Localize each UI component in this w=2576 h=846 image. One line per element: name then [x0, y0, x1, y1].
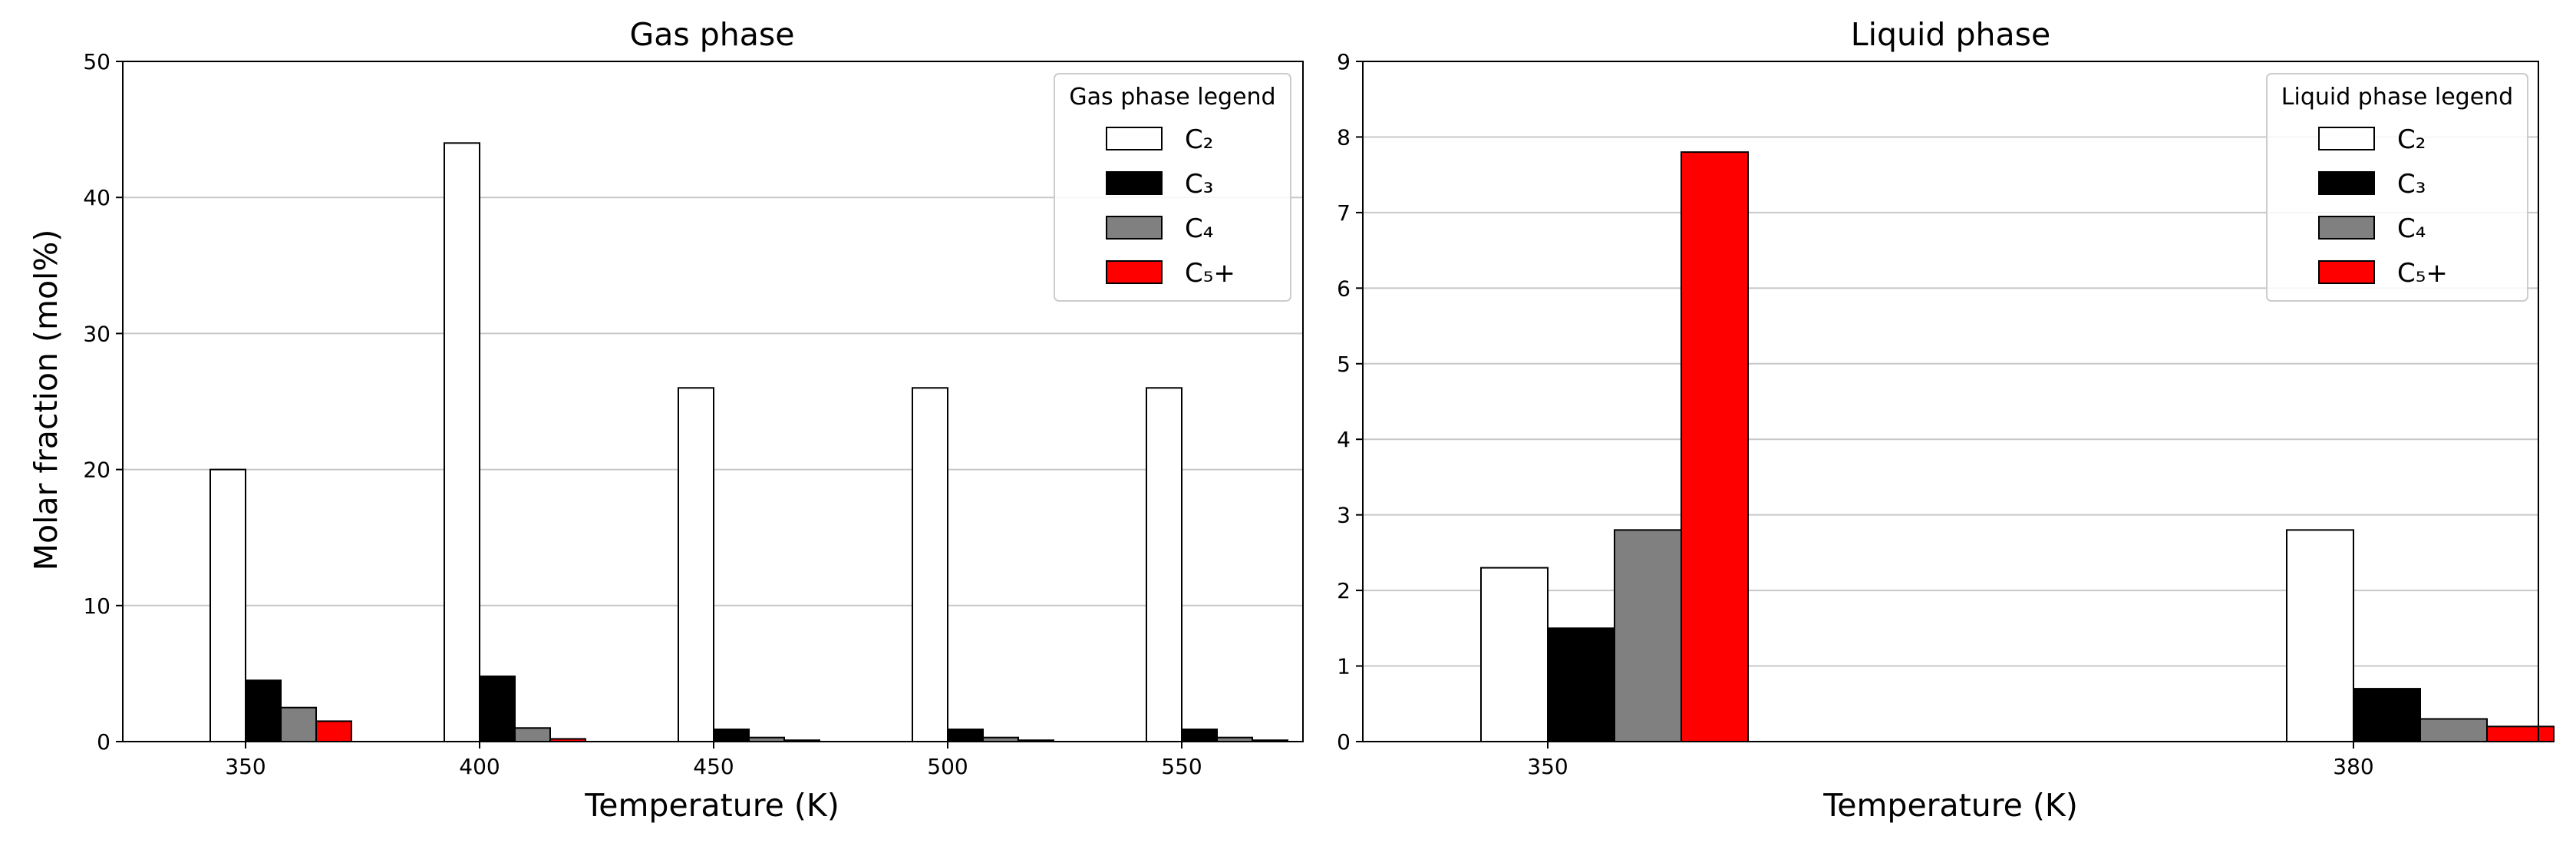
gas-phase-bar — [209, 468, 246, 742]
gas-phase-legend-swatch — [1106, 216, 1163, 240]
gas-phase-bar — [1146, 387, 1182, 742]
liquid-phase-ytick-label: 6 — [1337, 276, 1351, 301]
liquid-phase-bar — [1547, 627, 1615, 742]
liquid-phase-legend-swatch — [2318, 171, 2375, 195]
gas-phase-bar — [280, 706, 317, 743]
liquid-phase-legend-label: C₄ — [2397, 213, 2426, 244]
gas-phase-legend-title: Gas phase legend — [1069, 84, 1275, 111]
gas-phase-ylabel: Molar fraction (mol%) — [28, 230, 64, 571]
liquid-phase-ytick-label: 5 — [1337, 352, 1351, 377]
gas-phase-bar — [678, 387, 714, 742]
gas-phase-legend-items: C₂ C₃ C₄ C₅+ — [1106, 124, 1235, 289]
gas-phase-title: Gas phase — [629, 16, 794, 53]
liquid-phase-ytick-label: 8 — [1337, 124, 1351, 150]
liquid-phase-bar — [2419, 718, 2488, 743]
liquid-phase-legend-swatch — [2318, 127, 2375, 150]
gas-phase-bar — [514, 727, 551, 743]
gas-phase-xtick-label: 500 — [927, 754, 968, 779]
gas-phase-legend-swatch — [1106, 127, 1163, 150]
gas-phase-ytick-label: 40 — [83, 185, 110, 210]
liquid-phase-legend: Liquid phase legend C₂ C₃ C₄ C₅+ — [2266, 73, 2528, 302]
gas-phase-bar — [444, 142, 480, 742]
liquid-phase-ytick-label: 0 — [1337, 729, 1351, 755]
gas-phase-legend-label: C₄ — [1185, 213, 1213, 244]
liquid-phase-bar — [2286, 529, 2354, 742]
gas-phase-xtick-label: 450 — [693, 754, 734, 779]
gas-phase-bar — [245, 679, 282, 743]
liquid-phase-xlabel: Temperature (K) — [1822, 787, 2078, 824]
gas-phase-ytick-label: 30 — [83, 321, 110, 346]
liquid-phase-ytick-label: 7 — [1337, 200, 1351, 226]
gas-phase-ytick-label: 50 — [83, 49, 110, 74]
liquid-phase-chart: Liquid phase Temperature (K) 0 1 2 3 4 5 6 7 8 9 3… — [1337, 16, 2555, 824]
gas-phase-legend-swatch — [1106, 260, 1163, 284]
liquid-phase-legend-label: C₂ — [2397, 124, 2426, 155]
gas-phase-legend-label: C₂ — [1185, 124, 1213, 155]
liquid-phase-legend-swatch — [2318, 216, 2375, 240]
gas-phase-bar — [713, 729, 750, 743]
gas-phase-xlabel: Temperature (K) — [584, 787, 839, 824]
liquid-phase-bar — [2353, 688, 2421, 742]
liquid-phase-ytick-label: 2 — [1337, 578, 1351, 603]
liquid-phase-legend-label: C₃ — [2397, 169, 2426, 200]
gas-phase-legend-swatch — [1106, 171, 1163, 195]
liquid-phase-bar — [2486, 725, 2555, 742]
gas-phase-ytick-label: 10 — [83, 593, 110, 619]
liquid-phase-bars — [1480, 151, 2555, 743]
liquid-phase-ytick-label: 3 — [1337, 503, 1351, 528]
liquid-phase-bar — [1681, 151, 1749, 742]
gas-phase-bar — [479, 675, 516, 742]
liquid-phase-ytick-label: 9 — [1337, 49, 1351, 74]
liquid-phase-ytick-label: 1 — [1337, 654, 1351, 679]
gas-phase-ticks: 0 10 20 30 40 50 350 400 450 500 550 — [83, 49, 1202, 779]
gas-phase-bar — [315, 720, 352, 742]
gas-phase-chart: Gas phase Temperature (K) Molar fraction… — [28, 16, 1304, 824]
liquid-phase-legend-title: Liquid phase legend — [2281, 84, 2513, 111]
liquid-phase-legend-items: C₂ C₃ C₄ C₅+ — [2318, 124, 2448, 289]
gas-phase-ytick-label: 20 — [83, 458, 110, 483]
liquid-phase-ticks: 0 1 2 3 4 5 6 7 8 9 350 380 — [1337, 49, 2374, 779]
gas-phase-legend-label: C₃ — [1185, 169, 1213, 200]
gas-phase-xtick-label: 550 — [1161, 754, 1202, 779]
gas-phase-bar — [947, 729, 984, 743]
liquid-phase-xtick-label: 380 — [2333, 754, 2373, 779]
liquid-phase-xtick-label: 350 — [1527, 754, 1568, 779]
gas-phase-legend-label: C₅+ — [1185, 258, 1235, 289]
liquid-phase-legend-swatch — [2318, 260, 2375, 284]
liquid-phase-bar — [1480, 567, 1549, 742]
liquid-phase-plot-frame — [1362, 61, 2539, 742]
gas-phase-ytick-label: 0 — [97, 729, 110, 755]
gas-phase-xtick-label: 400 — [459, 754, 500, 779]
liquid-phase-title: Liquid phase — [1851, 16, 2050, 53]
liquid-phase-legend-label: C₅+ — [2397, 258, 2448, 289]
gas-phase-xtick-label: 350 — [225, 754, 266, 779]
gas-phase-legend: Gas phase legend C₂ C₃ C₄ C₅+ — [1054, 73, 1291, 302]
liquid-phase-ytick-label: 4 — [1337, 427, 1351, 452]
gas-phase-bar — [912, 387, 948, 742]
liquid-phase-bar — [1614, 529, 1682, 742]
gas-phase-bar — [1181, 729, 1218, 743]
